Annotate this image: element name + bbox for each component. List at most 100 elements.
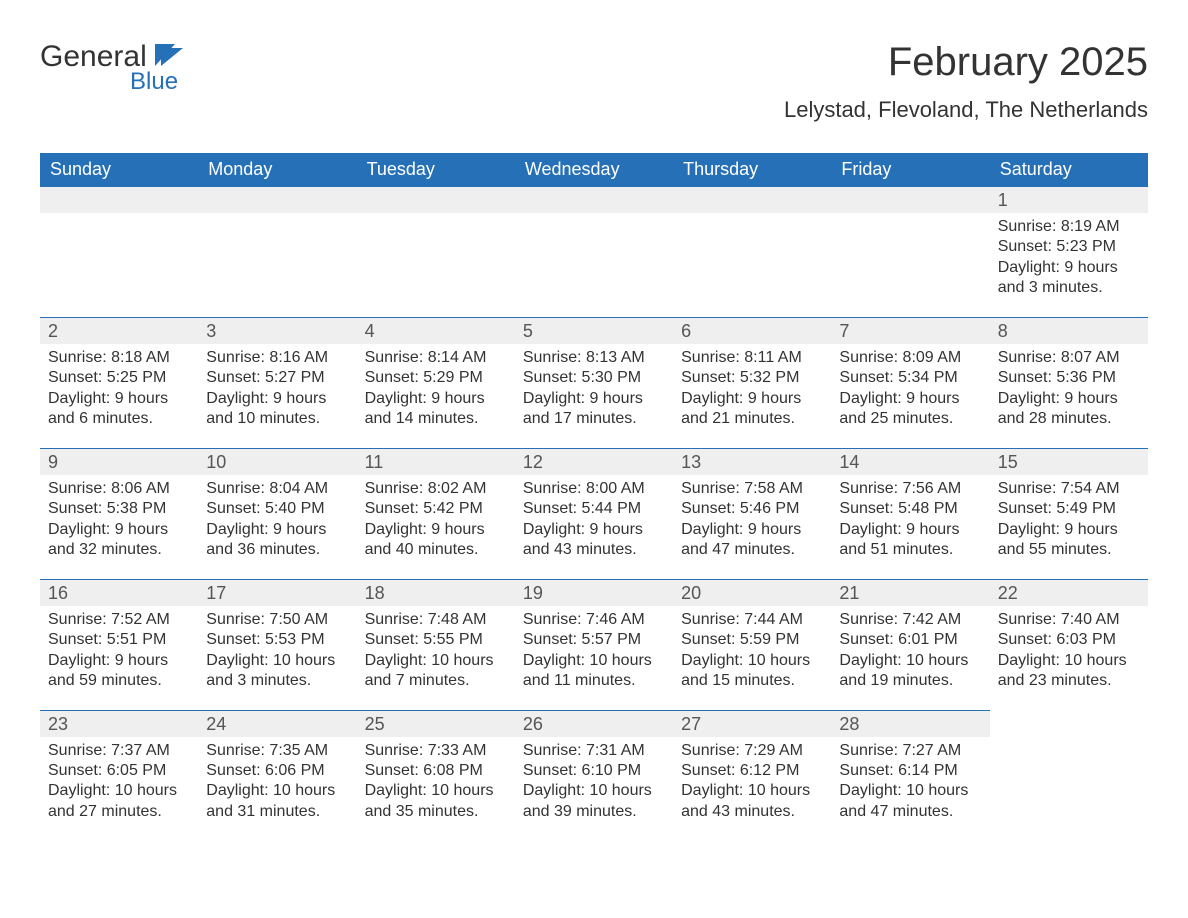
day-content: Sunrise: 8:02 AMSunset: 5:42 PMDaylight:… bbox=[357, 479, 515, 561]
day-content: Sunrise: 8:18 AMSunset: 5:25 PMDaylight:… bbox=[40, 348, 198, 430]
calendar-cell bbox=[40, 186, 198, 317]
day-number: 15 bbox=[990, 448, 1148, 475]
day-content: Sunrise: 8:09 AMSunset: 5:34 PMDaylight:… bbox=[831, 348, 989, 430]
calendar-cell: 23 Sunrise: 7:37 AMSunset: 6:05 PMDayligh… bbox=[40, 710, 198, 841]
day-number: 18 bbox=[357, 579, 515, 606]
day-number-empty bbox=[40, 186, 198, 213]
weekday-header: Thursday bbox=[673, 153, 831, 186]
day-content: Sunrise: 8:11 AMSunset: 5:32 PMDaylight:… bbox=[673, 348, 831, 430]
header: General Blue February 2025 Lelystad, Fle… bbox=[40, 40, 1148, 123]
day-number: 2 bbox=[40, 317, 198, 344]
calendar-cell: 28 Sunrise: 7:27 AMSunset: 6:14 PMDayligh… bbox=[831, 710, 989, 841]
calendar-row: 1 Sunrise: 8:19 AMSunset: 5:23 PMDaylight… bbox=[40, 186, 1148, 317]
calendar-cell: 14 Sunrise: 7:56 AMSunset: 5:48 PMDayligh… bbox=[831, 448, 989, 579]
calendar-cell: 26 Sunrise: 7:31 AMSunset: 6:10 PMDayligh… bbox=[515, 710, 673, 841]
calendar-cell bbox=[831, 186, 989, 317]
day-content: Sunrise: 7:37 AMSunset: 6:05 PMDaylight:… bbox=[40, 741, 198, 823]
calendar-cell: 25 Sunrise: 7:33 AMSunset: 6:08 PMDayligh… bbox=[357, 710, 515, 841]
calendar-cell: 18 Sunrise: 7:48 AMSunset: 5:55 PMDayligh… bbox=[357, 579, 515, 710]
day-number: 26 bbox=[515, 710, 673, 737]
day-content: Sunrise: 7:52 AMSunset: 5:51 PMDaylight:… bbox=[40, 610, 198, 692]
calendar-row: 16 Sunrise: 7:52 AMSunset: 5:51 PMDayligh… bbox=[40, 579, 1148, 710]
day-number: 7 bbox=[831, 317, 989, 344]
calendar-cell: 21Sunrise: 7:42 AMSunset: 6:01 PMDayligh… bbox=[831, 579, 989, 710]
weekday-header: Wednesday bbox=[515, 153, 673, 186]
day-number: 19 bbox=[515, 579, 673, 606]
calendar-cell: 22 Sunrise: 7:40 AMSunset: 6:03 PMDayligh… bbox=[990, 579, 1148, 710]
calendar-cell bbox=[515, 186, 673, 317]
calendar-cell bbox=[990, 710, 1148, 841]
calendar-title: February 2025 bbox=[784, 40, 1148, 85]
day-number: 11 bbox=[357, 448, 515, 475]
day-number: 17 bbox=[198, 579, 356, 606]
calendar-cell: 19 Sunrise: 7:46 AMSunset: 5:57 PMDayligh… bbox=[515, 579, 673, 710]
day-number: 21 bbox=[831, 579, 989, 606]
day-content: Sunrise: 8:07 AMSunset: 5:36 PMDaylight:… bbox=[990, 348, 1148, 430]
calendar-cell bbox=[673, 186, 831, 317]
weekday-header: Saturday bbox=[990, 153, 1148, 186]
day-number: 22 bbox=[990, 579, 1148, 606]
calendar-cell: 3Sunrise: 8:16 AMSunset: 5:27 PMDaylight… bbox=[198, 317, 356, 448]
day-content: Sunrise: 8:00 AMSunset: 5:44 PMDaylight:… bbox=[515, 479, 673, 561]
calendar-table: Sunday Monday Tuesday Wednesday Thursday… bbox=[40, 153, 1148, 840]
day-number: 24 bbox=[198, 710, 356, 737]
day-number: 6 bbox=[673, 317, 831, 344]
calendar-cell: 11 Sunrise: 8:02 AMSunset: 5:42 PMDayligh… bbox=[357, 448, 515, 579]
weekday-header: Friday bbox=[831, 153, 989, 186]
day-number: 10 bbox=[198, 448, 356, 475]
day-number: 14 bbox=[831, 448, 989, 475]
calendar-cell: 17 Sunrise: 7:50 AMSunset: 5:53 PMDayligh… bbox=[198, 579, 356, 710]
calendar-cell: 9Sunrise: 8:06 AMSunset: 5:38 PMDaylight… bbox=[40, 448, 198, 579]
calendar-row: 23 Sunrise: 7:37 AMSunset: 6:05 PMDayligh… bbox=[40, 710, 1148, 841]
calendar-row: 2 Sunrise: 8:18 AMSunset: 5:25 PMDaylight… bbox=[40, 317, 1148, 448]
day-number-empty bbox=[673, 186, 831, 213]
calendar-cell: 8Sunrise: 8:07 AMSunset: 5:36 PMDaylight… bbox=[990, 317, 1148, 448]
day-content: Sunrise: 7:27 AMSunset: 6:14 PMDaylight:… bbox=[831, 741, 989, 823]
day-content: Sunrise: 8:13 AMSunset: 5:30 PMDaylight:… bbox=[515, 348, 673, 430]
day-number-empty bbox=[831, 186, 989, 213]
day-content: Sunrise: 7:33 AMSunset: 6:08 PMDaylight:… bbox=[357, 741, 515, 823]
day-number-empty bbox=[515, 186, 673, 213]
calendar-cell: 15 Sunrise: 7:54 AMSunset: 5:49 PMDayligh… bbox=[990, 448, 1148, 579]
day-number: 1 bbox=[990, 186, 1148, 213]
logo-blue-text: Blue bbox=[130, 68, 189, 96]
day-content: Sunrise: 7:44 AMSunset: 5:59 PMDaylight:… bbox=[673, 610, 831, 692]
day-number: 4 bbox=[357, 317, 515, 344]
day-content: Sunrise: 7:46 AMSunset: 5:57 PMDaylight:… bbox=[515, 610, 673, 692]
day-content: Sunrise: 7:54 AMSunset: 5:49 PMDaylight:… bbox=[990, 479, 1148, 561]
day-number: 16 bbox=[40, 579, 198, 606]
day-number: 28 bbox=[831, 710, 989, 737]
calendar-cell: 16 Sunrise: 7:52 AMSunset: 5:51 PMDayligh… bbox=[40, 579, 198, 710]
day-number: 5 bbox=[515, 317, 673, 344]
day-content: Sunrise: 8:16 AMSunset: 5:27 PMDaylight:… bbox=[198, 348, 356, 430]
calendar-cell: 5 Sunrise: 8:13 AMSunset: 5:30 PMDaylight… bbox=[515, 317, 673, 448]
logo: General Blue bbox=[40, 40, 189, 96]
calendar-cell: 4 Sunrise: 8:14 AMSunset: 5:29 PMDaylight… bbox=[357, 317, 515, 448]
day-number: 12 bbox=[515, 448, 673, 475]
day-content: Sunrise: 7:56 AMSunset: 5:48 PMDaylight:… bbox=[831, 479, 989, 561]
day-content: Sunrise: 8:14 AMSunset: 5:29 PMDaylight:… bbox=[357, 348, 515, 430]
calendar-cell: 27Sunrise: 7:29 AMSunset: 6:12 PMDayligh… bbox=[673, 710, 831, 841]
calendar-cell: 1 Sunrise: 8:19 AMSunset: 5:23 PMDaylight… bbox=[990, 186, 1148, 317]
day-content: Sunrise: 7:48 AMSunset: 5:55 PMDaylight:… bbox=[357, 610, 515, 692]
day-number-empty bbox=[357, 186, 515, 213]
day-number: 20 bbox=[673, 579, 831, 606]
calendar-cell bbox=[357, 186, 515, 317]
calendar-location: Lelystad, Flevoland, The Netherlands bbox=[784, 97, 1148, 123]
day-content: Sunrise: 8:19 AMSunset: 5:23 PMDaylight:… bbox=[990, 217, 1148, 299]
calendar-cell: 20 Sunrise: 7:44 AMSunset: 5:59 PMDayligh… bbox=[673, 579, 831, 710]
day-content: Sunrise: 7:31 AMSunset: 6:10 PMDaylight:… bbox=[515, 741, 673, 823]
day-content: Sunrise: 7:35 AMSunset: 6:06 PMDaylight:… bbox=[198, 741, 356, 823]
day-number: 13 bbox=[673, 448, 831, 475]
calendar-row: 9Sunrise: 8:06 AMSunset: 5:38 PMDaylight… bbox=[40, 448, 1148, 579]
logo-flag-icon bbox=[155, 44, 189, 71]
weekday-header: Monday bbox=[198, 153, 356, 186]
day-number: 25 bbox=[357, 710, 515, 737]
day-content: Sunrise: 7:58 AMSunset: 5:46 PMDaylight:… bbox=[673, 479, 831, 561]
day-number-empty bbox=[198, 186, 356, 213]
day-number: 23 bbox=[40, 710, 198, 737]
weekday-header: Tuesday bbox=[357, 153, 515, 186]
calendar-cell: 10Sunrise: 8:04 AMSunset: 5:40 PMDayligh… bbox=[198, 448, 356, 579]
day-content: Sunrise: 7:50 AMSunset: 5:53 PMDaylight:… bbox=[198, 610, 356, 692]
day-content: Sunrise: 7:40 AMSunset: 6:03 PMDaylight:… bbox=[990, 610, 1148, 692]
